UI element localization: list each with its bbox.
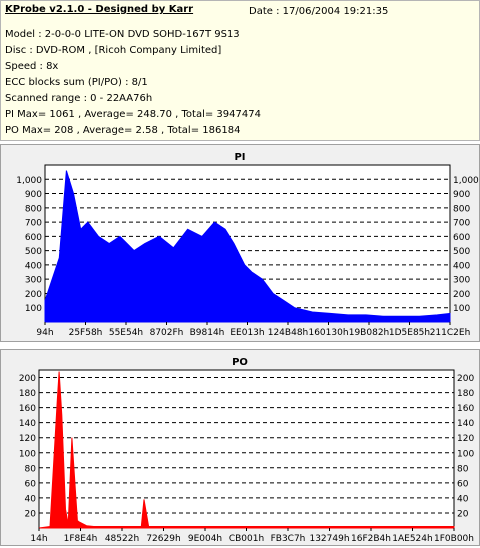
po-ytick-right-7: 160: [457, 404, 474, 414]
pi-xtick-8: 19B082h: [349, 328, 390, 338]
po-ytick-left-3: 80: [25, 464, 37, 474]
pi-xtick-3: 8702Fh: [150, 328, 184, 338]
po-ytick-right-9: 200: [457, 374, 474, 384]
po-chart-panel: PO 20 20 40 40 60 60 80 80 100 100 120 120 140 140 160 1…: [0, 349, 480, 546]
disc-line: Disc : DVD-ROM , [Ricoh Company Limited]: [5, 45, 222, 56]
pi-ytick-left-0: 100: [25, 304, 42, 314]
po-ytick-left-4: 100: [19, 449, 36, 459]
po-xtick-10: 1F0B00h: [434, 534, 474, 544]
pi-ytick-left-3: 400: [25, 261, 42, 271]
po-chart: PO 20 20 40 40 60 60 80 80 100 100 120 120 140 140 160 1…: [19, 357, 475, 544]
po-ytick-left-9: 200: [19, 374, 36, 384]
po-ytick-right-0: 20: [457, 509, 469, 519]
pi-ytick-right-9: 1,000: [453, 176, 479, 186]
po-ytick-right-6: 140: [457, 419, 474, 429]
pi-ytick-left-9: 1,000: [16, 176, 42, 186]
pi-xtick-0: 94h: [36, 328, 53, 338]
pi-xtick-2: 55E54h: [109, 328, 143, 338]
po-ytick-left-5: 120: [19, 434, 36, 444]
po-ytick-left-2: 60: [25, 479, 37, 489]
po-ytick-left-7: 160: [19, 404, 36, 414]
pi-ytick-left-6: 700: [25, 219, 42, 229]
ecc-line: ECC blocks sum (PI/PO) : 8/1: [5, 77, 148, 88]
po-xtick-3: 72629h: [146, 534, 180, 544]
po-xtick-1: 1F8E4h: [64, 534, 98, 544]
pi-ytick-right-4: 500: [453, 247, 470, 257]
po-xtick-9: 1AE524h: [392, 534, 432, 544]
po-ytick-right-1: 40: [457, 494, 469, 504]
pi-ytick-right-0: 100: [453, 304, 470, 314]
pi-ytick-left-8: 900: [25, 190, 42, 200]
pi-ytick-right-8: 900: [453, 190, 470, 200]
po-ytick-left-8: 180: [19, 389, 36, 399]
pi-series-area: [44, 170, 451, 323]
pi-ytick-right-1: 200: [453, 290, 470, 300]
po-ytick-right-2: 60: [457, 479, 469, 489]
pi-chart-title: PI: [234, 152, 245, 163]
pi-chart-panel: PI 100 100 200 200 300 300 400 400 500 500 600 600 70…: [0, 144, 480, 342]
pi-ytick-right-5: 600: [453, 233, 470, 243]
pi-xtick-1: 25F58h: [69, 328, 103, 338]
pi-ytick-left-7: 800: [25, 204, 42, 214]
po-xtick-6: FB3C7h: [271, 534, 306, 544]
po-chart-title: PO: [232, 357, 248, 368]
po-stats-line: PO Max= 208 , Average= 2.58 , Total= 186…: [5, 125, 241, 136]
po-ytick-right-5: 120: [457, 434, 474, 444]
pi-ytick-left-5: 600: [25, 233, 42, 243]
model-line: Model : 2-0-0-0 LITE-ON DVD SOHD-167T 9S…: [5, 29, 240, 40]
pi-ytick-left-4: 500: [25, 247, 42, 257]
po-ytick-right-3: 80: [457, 464, 469, 474]
pi-xtick-5: EE013h: [230, 328, 264, 338]
po-xtick-2: 48522h: [105, 534, 139, 544]
po-xtick-7: 132749h: [309, 534, 349, 544]
pi-xtick-4: B9814h: [190, 328, 225, 338]
pi-ytick-right-3: 400: [453, 261, 470, 271]
po-ytick-left-6: 140: [19, 419, 36, 429]
po-series-area: [38, 371, 455, 529]
pi-ytick-left-1: 200: [25, 290, 42, 300]
info-panel: KProbe v2.1.0 - Designed by Karr Date : …: [0, 0, 480, 141]
po-xtick-0: 14h: [30, 534, 47, 544]
pi-xtick-9: 1D5E85h: [389, 328, 430, 338]
pi-ytick-right-6: 700: [453, 219, 470, 229]
pi-ytick-right-7: 800: [453, 204, 470, 214]
po-plot-area: [38, 369, 455, 529]
scan-date: Date : 17/06/2004 19:21:35: [249, 6, 389, 17]
pi-xtick-10: 211C2Eh: [430, 328, 471, 338]
range-line: Scanned range : 0 - 22AA76h: [5, 93, 153, 104]
po-ytick-right-8: 180: [457, 389, 474, 399]
pi-ytick-right-2: 300: [453, 276, 470, 286]
app-title: KProbe v2.1.0 - Designed by Karr: [5, 4, 194, 15]
po-xtick-5: CB001h: [229, 534, 264, 544]
po-xtick-4: 9E004h: [188, 534, 222, 544]
pi-stats-line: PI Max= 1061 , Average= 248.70 , Total= …: [5, 109, 261, 120]
pi-xtick-6: 124B48h: [268, 328, 309, 338]
speed-line: Speed : 8x: [5, 61, 59, 72]
po-ytick-left-1: 40: [25, 494, 37, 504]
pi-ytick-left-2: 300: [25, 276, 42, 286]
po-xtick-8: 16F2B4h: [351, 534, 391, 544]
po-ytick-right-4: 100: [457, 449, 474, 459]
pi-chart: PI 100 100 200 200 300 300 400 400 500 500 600 600 70…: [16, 152, 479, 338]
pi-xtick-7: 160130h: [308, 328, 348, 338]
po-ytick-left-0: 20: [25, 509, 37, 519]
